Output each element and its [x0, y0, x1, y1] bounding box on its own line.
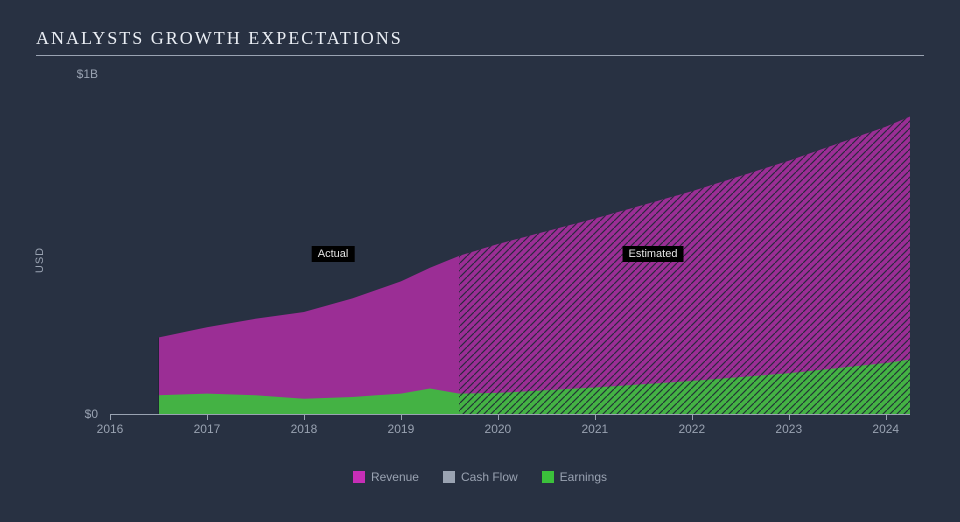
region-label-actual: Actual [312, 246, 355, 262]
chart-area: USD $0$1B 201620172018201920202021202220… [44, 70, 924, 450]
plot-region [110, 74, 910, 414]
legend: Revenue Cash Flow Earnings [36, 470, 924, 484]
x-tick-mark [595, 414, 596, 420]
x-tick-mark [304, 414, 305, 420]
legend-label-revenue: Revenue [371, 470, 419, 484]
x-tick-mark [886, 414, 887, 420]
x-tick-label: 2020 [485, 422, 512, 436]
legend-item-earnings[interactable]: Earnings [542, 470, 607, 484]
legend-swatch-revenue [353, 471, 365, 483]
x-tick-label: 2019 [388, 422, 415, 436]
x-tick-label: 2021 [581, 422, 608, 436]
legend-item-revenue[interactable]: Revenue [353, 470, 419, 484]
y-axis-label: USD [34, 247, 46, 273]
region-label-estimated: Estimated [623, 246, 684, 262]
revenue-area-actual [158, 256, 459, 414]
x-tick-label: 2022 [678, 422, 705, 436]
legend-swatch-cashflow [443, 471, 455, 483]
x-tick-label: 2017 [194, 422, 221, 436]
legend-swatch-earnings [542, 471, 554, 483]
y-tick-label: $1B [77, 67, 104, 81]
x-tick-mark [110, 414, 111, 420]
x-tick-label: 2016 [97, 422, 124, 436]
legend-item-cashflow[interactable]: Cash Flow [443, 470, 518, 484]
x-tick-mark [207, 414, 208, 420]
y-tick-label: $0 [85, 407, 104, 421]
x-tick-label: 2023 [775, 422, 802, 436]
chart-title: ANALYSTS GROWTH EXPECTATIONS [36, 28, 924, 56]
x-tick-label: 2018 [291, 422, 318, 436]
x-tick-mark [789, 414, 790, 420]
legend-label-earnings: Earnings [560, 470, 607, 484]
x-tick-mark [692, 414, 693, 420]
x-tick-mark [401, 414, 402, 420]
x-tick-mark [498, 414, 499, 420]
x-tick-label: 2024 [872, 422, 899, 436]
x-axis-line [110, 414, 910, 415]
legend-label-cashflow: Cash Flow [461, 470, 518, 484]
